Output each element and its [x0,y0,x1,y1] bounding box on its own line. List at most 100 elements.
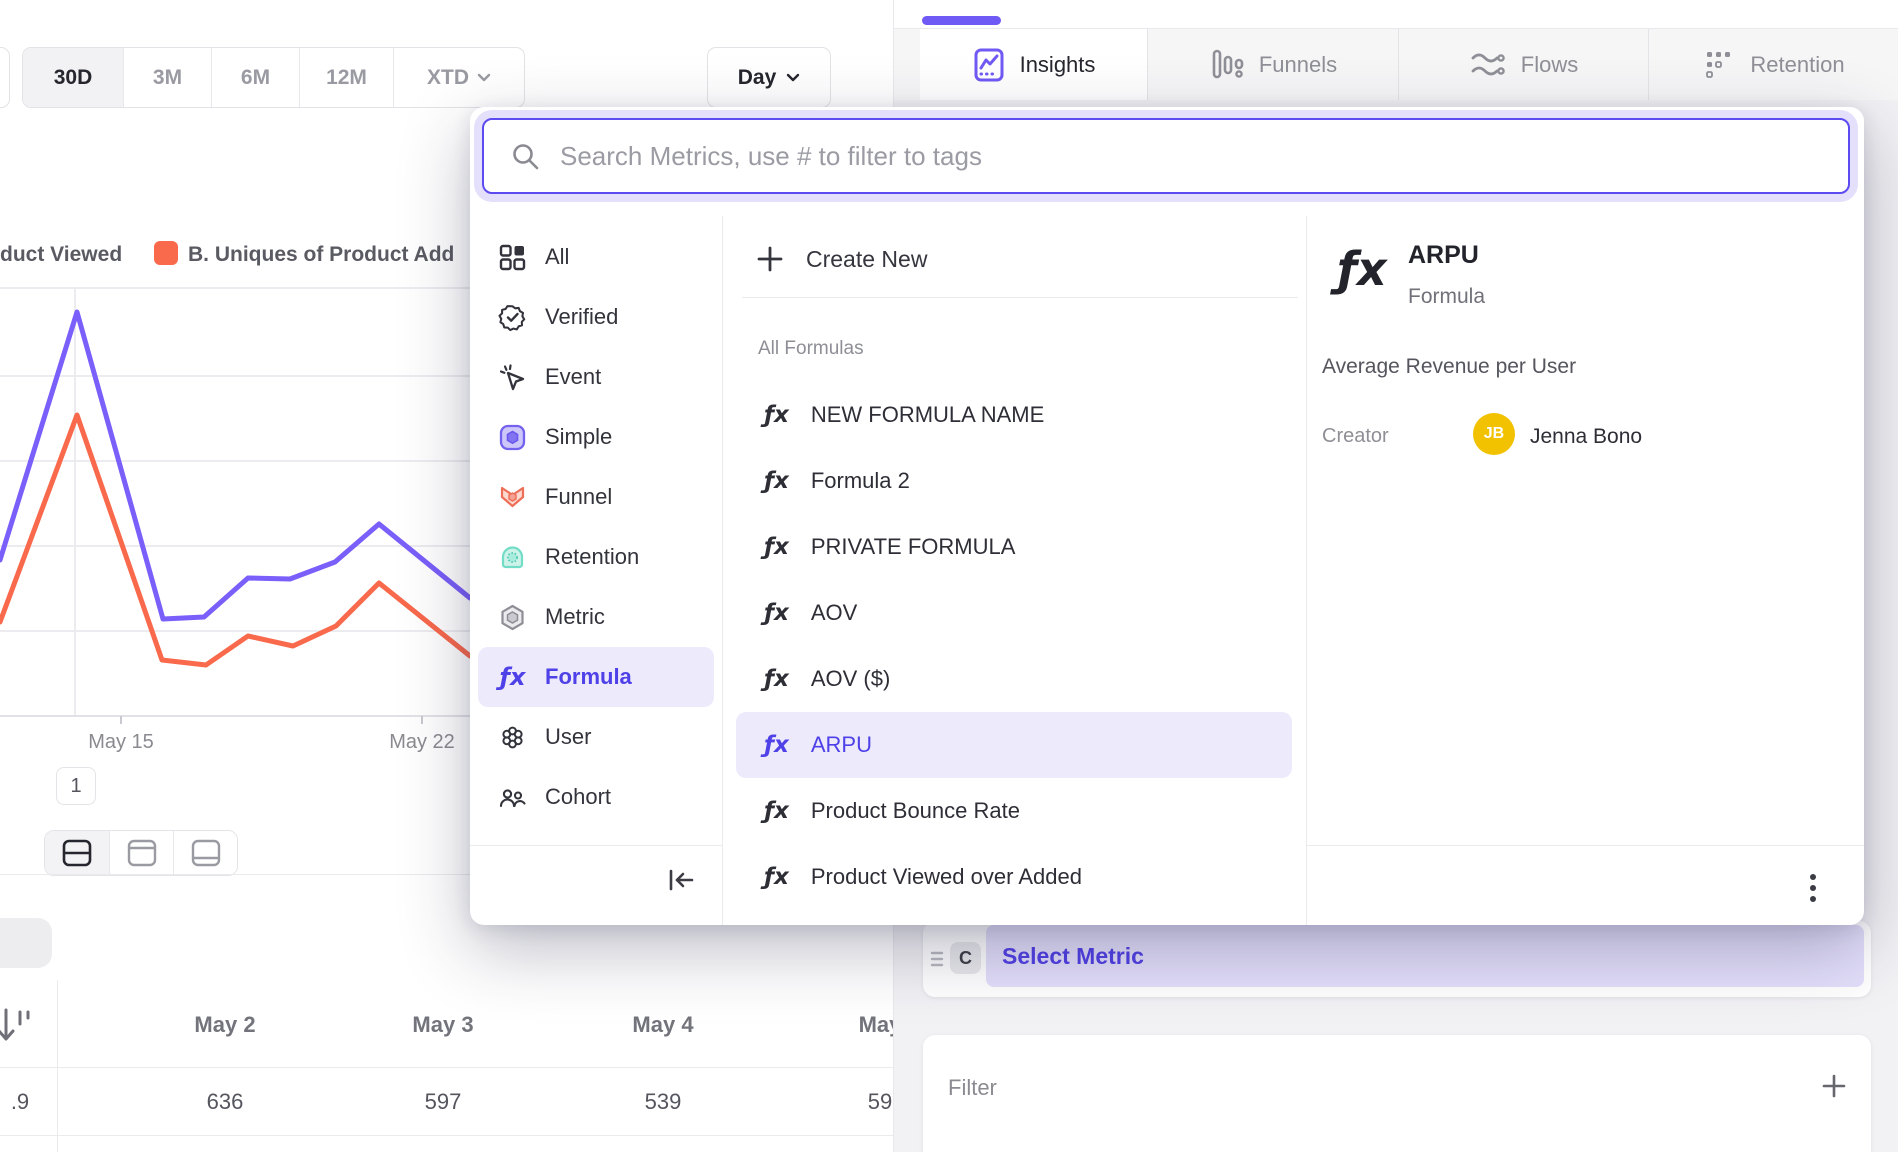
formula-item[interactable]: ƒx AOV [736,580,1292,646]
formula-item[interactable]: ƒx PRIVATE FORMULA [736,514,1292,580]
formula-fx-icon: ƒx [764,534,789,560]
formula-item-selected[interactable]: ƒx ARPU [736,712,1292,778]
category-metric[interactable]: Metric [478,587,714,647]
formula-item-label: NEW FORMULA NAME [810,402,1045,427]
tab-retention[interactable]: Retention [1648,29,1898,100]
detail-creator-label: Creator [1322,425,1389,447]
sort-icon[interactable] [0,1006,36,1046]
select-metric-button[interactable]: Select Metric [986,925,1864,987]
category-cohort[interactable]: Cohort [478,767,714,827]
add-filter-button[interactable] [1821,1073,1847,1099]
tab-flows[interactable]: Flows [1398,29,1648,100]
table-cell-frozen: .9 [10,1089,30,1114]
granularity-label: Day [737,65,777,89]
tab-funnels[interactable]: Funnels [1147,29,1398,100]
legend-series-a[interactable]: duct Viewed [0,243,123,266]
chevron-down-icon [477,73,491,82]
drag-handle-icon[interactable] [930,949,944,969]
chart-layout-toggle [44,830,238,876]
grid-icon [499,244,526,270]
category-verified[interactable]: Verified [478,287,714,347]
event-cursor-icon [499,363,525,390]
category-sidebar: All Verified Event [478,227,714,827]
section-header-all-formulas: All Formulas [758,338,864,359]
formula-item[interactable]: ƒx AOV ($) [736,646,1292,712]
create-new-button[interactable]: Create New [756,233,927,285]
detail-creator-name: Jenna Bono [1530,425,1643,448]
create-new-label: Create New [806,245,928,272]
chevron-down-icon [787,73,800,82]
formula-item[interactable]: ƒx Product Bounce Rate [736,778,1292,844]
retention-dots-icon [1706,51,1731,78]
tab-insights-label: Insights [1019,51,1096,77]
metric-search-input[interactable] [560,140,1822,172]
formula-item[interactable]: ƒx Formula 2 [736,448,1292,514]
category-label: Simple [545,424,613,449]
tab-flows-label: Flows [1520,51,1579,77]
formula-item-label: Product Bounce Rate [810,798,1020,823]
table-header-may3[interactable]: May 3 [412,1012,474,1037]
formula-item-label: AOV [810,600,858,625]
formula-item-label: PRIVATE FORMULA [810,534,1016,559]
detail-title: ARPU [1408,241,1479,269]
range-xtd-button[interactable]: XTD [393,48,524,107]
tab-retention-label: Retention [1750,51,1845,77]
layout-split-button[interactable] [45,831,109,875]
table-cell: 539 [644,1089,682,1114]
category-user[interactable]: User [478,707,714,767]
granularity-day-button[interactable]: Day [707,47,831,108]
category-event[interactable]: Event [478,347,714,407]
table-header-may4[interactable]: May 4 [632,1012,694,1037]
category-label: Metric [545,604,605,629]
table-cell: 636 [206,1089,244,1114]
metric-search [482,118,1850,194]
range-6m-button[interactable]: 6M [211,48,299,107]
category-simple[interactable]: Simple [478,407,714,467]
category-label: Verified [545,304,619,329]
clipped-pill[interactable] [0,918,52,968]
tab-insights[interactable]: Insights [920,29,1147,100]
simple-icon [499,424,526,450]
formula-item[interactable]: ƒx NEW FORMULA NAME [736,382,1292,448]
verified-badge-icon [498,304,526,331]
range-30d-button[interactable]: 30D [23,48,123,107]
category-funnel[interactable]: Funnel [478,467,714,527]
collapse-sidebar-button[interactable] [666,867,696,893]
layout-top-button[interactable] [109,831,173,875]
cohort-people-icon [499,788,526,807]
avatar: JB [1473,413,1515,455]
funnel-icon [500,486,525,507]
retention-icon [501,545,524,568]
clause-letter-badge: C [950,942,981,974]
formula-fx-icon: ƒx [764,864,789,890]
x-axis-label-may22: May 22 [389,731,455,753]
x-axis-label-may15: May 15 [88,731,154,753]
metric-hexagon-icon [501,604,524,630]
sidebar-footer-divider [470,845,722,846]
formula-item-label: Formula 2 [810,468,910,493]
legend-series-b[interactable]: B. Uniques of Product Add [188,243,455,266]
formula-fx-icon: ƒx [764,468,789,494]
category-all[interactable]: All [478,227,714,287]
divider [0,1135,893,1136]
category-formula[interactable]: ƒx Formula [478,647,714,707]
layout-bottom-button[interactable] [173,831,237,875]
insights-chart-icon [974,48,1004,81]
kebab-menu-button[interactable] [1806,870,1820,906]
category-retention[interactable]: Retention [478,527,714,587]
user-flower-icon [502,726,523,748]
range-xtd-label: XTD [427,65,469,89]
active-tab-underline [922,16,1001,25]
formula-item[interactable]: ƒx Product Viewed over Added [736,844,1292,910]
range-12m-button[interactable]: 12M [299,48,393,107]
top-strip [893,0,1898,28]
pagination-page-button[interactable]: 1 [56,767,96,805]
search-icon [513,144,539,170]
category-label: Event [545,364,602,389]
filter-card: Filter [923,1035,1871,1152]
range-3m-button[interactable]: 3M [123,48,211,107]
table-header-may2[interactable]: May 2 [194,1012,256,1037]
category-label: Formula [545,664,632,689]
cutoff-range-button[interactable] [0,47,10,108]
